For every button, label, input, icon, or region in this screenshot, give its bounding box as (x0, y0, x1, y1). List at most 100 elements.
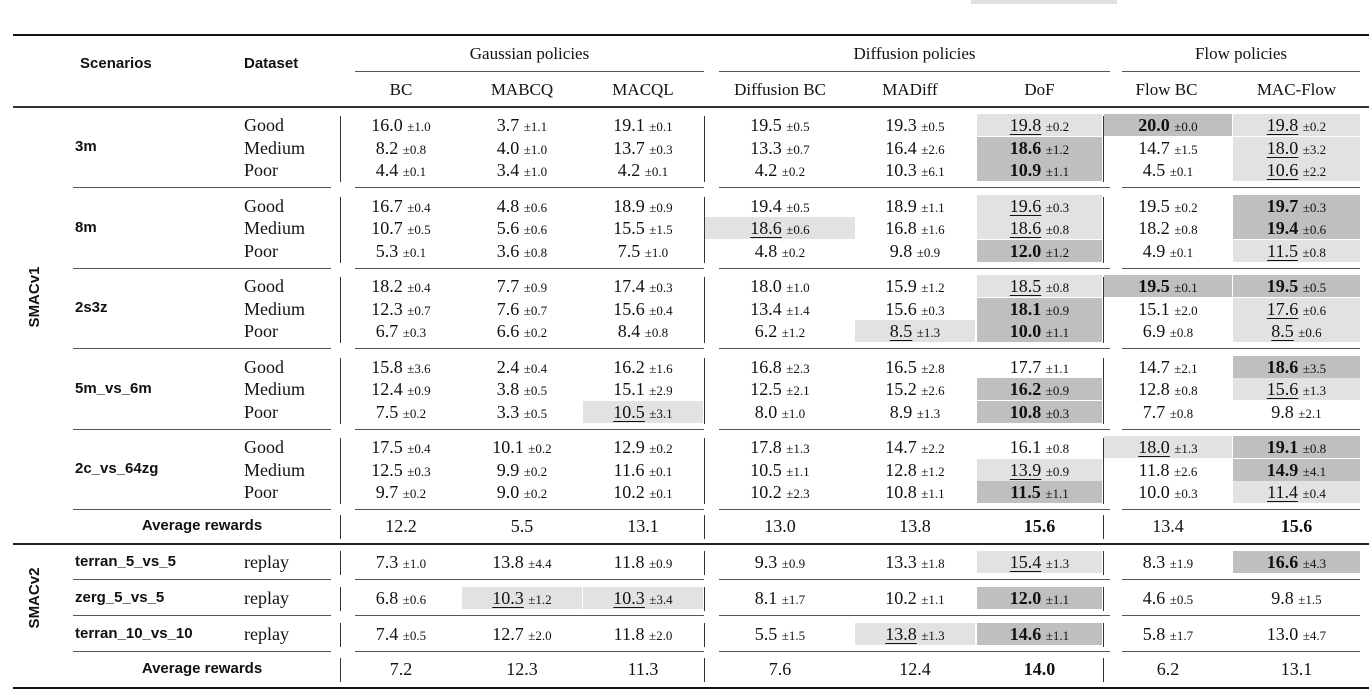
std-value: ±2.6 (1173, 463, 1198, 479)
result-cell: 8.5 ±1.3 (855, 320, 975, 342)
result-cell: 19.1 ±0.1 (583, 114, 703, 136)
std-value: ±1.1 (1045, 628, 1070, 643)
std-value: ±4.1 (1302, 463, 1327, 479)
result-cell: 15.8 ±3.6 (341, 356, 461, 378)
std-value: ±0.6 (402, 592, 427, 607)
std-value: ±1.3 (1302, 383, 1327, 398)
row-separator (355, 348, 704, 349)
result-cell: 4.2 ±0.2 (705, 159, 855, 181)
row-separator (355, 651, 704, 652)
column-divider (1103, 623, 1104, 647)
std-value: ±0.6 (786, 222, 810, 237)
result-cell: 4.9 ±0.1 (1104, 240, 1232, 262)
result-cell: 8.0 ±1.0 (705, 401, 855, 423)
std-value: ±2.0 (528, 628, 552, 643)
result-cell: 19.6 ±0.3 (977, 194, 1102, 217)
mean-value: 16.8 (885, 218, 917, 238)
row-separator (73, 579, 331, 580)
average-value: 11.3 (627, 659, 659, 679)
std-value: ±1.8 (921, 556, 945, 571)
dataset-label: Poor (244, 160, 279, 180)
mean-value: 15.6 (613, 298, 645, 319)
result-cell: 10.2 ±0.1 (583, 481, 703, 503)
std-value: ±0.3 (649, 141, 673, 157)
std-value: ±2.1 (1298, 405, 1322, 421)
mean-value: 17.6 (1266, 298, 1299, 319)
std-value: ±0.3 (1045, 199, 1070, 215)
std-value: ±0.1 (649, 119, 673, 134)
std-value: ±0.0 (1174, 119, 1198, 134)
std-value: ±0.5 (1302, 280, 1327, 295)
row-separator (719, 615, 1110, 616)
row-separator (1122, 579, 1360, 580)
std-value: ±1.4 (786, 302, 810, 318)
result-cell: 5.3 ±0.1 (341, 240, 461, 262)
std-value: ±0.4 (407, 280, 431, 295)
mean-value: 10.5 (613, 401, 645, 422)
column-divider (340, 658, 341, 682)
std-value: ±2.2 (1302, 164, 1327, 179)
mean-value: 9.7 (375, 482, 399, 502)
std-value: ±0.1 (644, 164, 669, 179)
std-value: ±1.1 (921, 199, 945, 215)
mean-value: 7.7 (496, 276, 520, 296)
mean-value: 9.9 (496, 459, 520, 480)
mean-value: 14.7 (1138, 356, 1170, 377)
mean-value: 19.5 (1138, 276, 1170, 296)
mean-value: 7.6 (496, 298, 520, 319)
result-cell: 17.6 ±0.6 (1233, 297, 1360, 320)
top-rule (13, 34, 1369, 36)
result-cell: 13.7 ±0.3 (583, 137, 703, 159)
result-cell: 12.9 ±0.2 (583, 436, 703, 458)
mean-value: 18.0 (750, 276, 782, 296)
std-value: ±1.7 (781, 592, 806, 607)
mean-value: 8.5 (1271, 321, 1294, 341)
dataset-label: Medium (244, 298, 305, 319)
mean-value: 4.2 (617, 160, 641, 180)
mean-value: 12.3 (371, 298, 403, 319)
result-cell: 4.2 ±0.1 (583, 159, 703, 181)
result-cell: 18.6 ±3.5 (1233, 355, 1360, 378)
std-value: ±0.1 (402, 244, 427, 260)
result-cell: 6.8 ±0.6 (341, 587, 461, 609)
std-value: ±0.8 (644, 325, 669, 340)
average-value: 7.2 (389, 659, 413, 679)
result-cell: 10.9 ±1.1 (977, 159, 1102, 181)
result-cell: 11.4 ±0.4 (1233, 481, 1360, 503)
std-value: ±0.5 (523, 383, 548, 398)
mean-value: 11.6 (613, 459, 645, 480)
dataset-label: replay (244, 588, 289, 608)
column-divider (340, 116, 341, 182)
result-cell: 12.5 ±2.1 (705, 378, 855, 400)
std-value: ±0.8 (523, 244, 548, 260)
std-value: ±3.1 (649, 405, 673, 421)
result-cell: 14.7 ±2.2 (855, 436, 975, 458)
std-value: ±0.3 (402, 325, 427, 340)
mean-value: 16.2 (613, 356, 645, 377)
mean-value: 19.1 (613, 115, 645, 135)
result-cell: 6.9 ±0.8 (1104, 320, 1232, 342)
section-rule (13, 543, 1369, 545)
mean-value: 16.0 (371, 115, 403, 135)
result-cell: 16.2 ±0.9 (977, 378, 1102, 400)
mean-value: 10.2 (885, 588, 917, 608)
result-cell: 3.6 ±0.8 (462, 240, 582, 262)
mean-value: 15.4 (1009, 552, 1042, 572)
result-cell: 12.7 ±2.0 (462, 623, 582, 645)
average-value: 12.3 (506, 659, 538, 679)
method-header-diffusion-bc: Diffusion BC (734, 80, 826, 99)
column-divider (704, 551, 705, 575)
average-rewards-label: Average rewards (141, 517, 263, 534)
mean-value: 10.3 (492, 588, 524, 608)
method-header-madiff: MADiff (882, 80, 938, 99)
std-value: ±0.9 (407, 383, 431, 398)
mean-value: 8.1 (754, 588, 778, 608)
mean-value: 16.1 (1009, 437, 1042, 457)
result-cell: 19.3 ±0.5 (855, 114, 975, 136)
dataset-label: replay (244, 552, 289, 572)
scenario-name: 2s3z (75, 299, 108, 316)
row-separator (73, 187, 331, 188)
mean-value: 19.8 (1009, 115, 1042, 135)
mean-value: 19.4 (1266, 218, 1299, 238)
mean-value: 18.6 (1266, 356, 1299, 377)
